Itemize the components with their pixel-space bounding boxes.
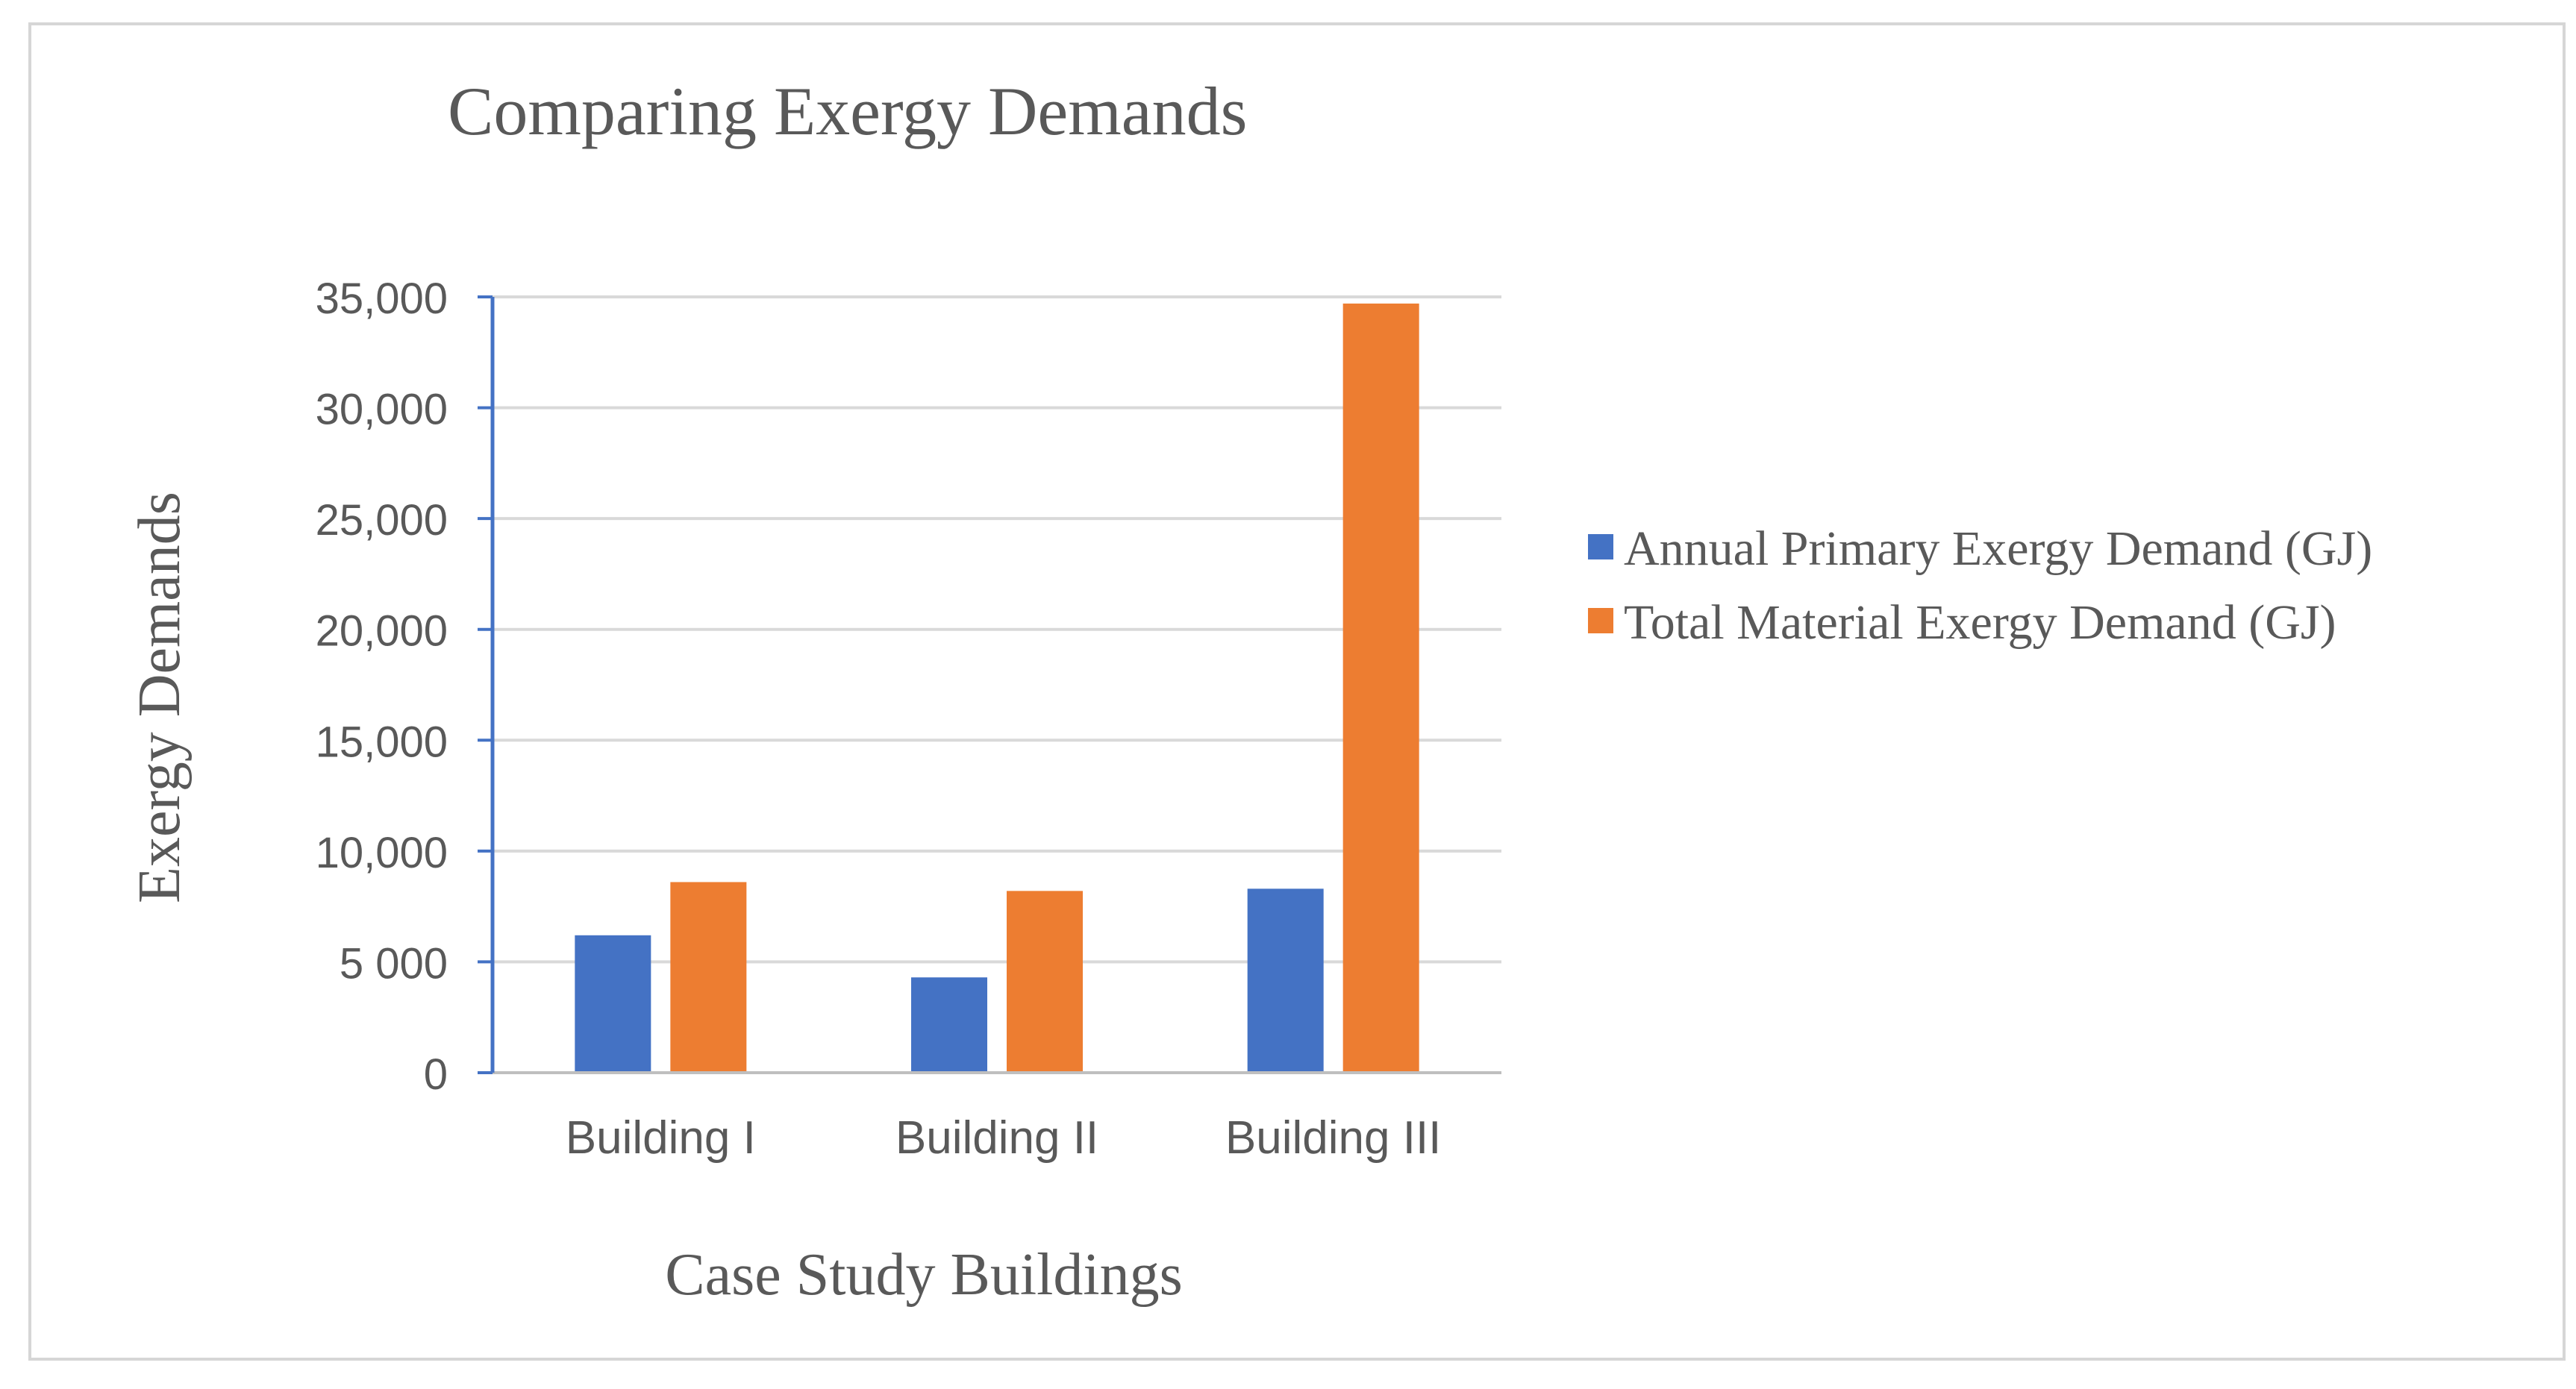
- y-axis-label: Exergy Demands: [127, 492, 193, 903]
- x-tick-label-building-iii: Building III: [1225, 1112, 1442, 1164]
- y-tick-label-25-000: 25,000: [316, 496, 448, 545]
- x-axis-ticks: Building I Building II Building III: [566, 1112, 1442, 1164]
- legend-swatch-annual-primary: [1588, 534, 1613, 559]
- y-tick-label-5-000: 5 000: [340, 939, 448, 988]
- y-tick-label-0: 0: [424, 1050, 448, 1099]
- x-tick-label-building-ii: Building II: [895, 1112, 1098, 1164]
- chart-title: Comparing Exergy Demands: [448, 73, 1247, 149]
- legend-label-total-material: Total Material Exergy Demand (GJ): [1624, 595, 2336, 650]
- bar-building-iii-annual-primary-exergy-demand-gj: [1247, 888, 1324, 1073]
- y-tick-label-20-000: 20,000: [316, 607, 448, 656]
- bar-building-ii-annual-primary-exergy-demand-gj: [911, 977, 987, 1073]
- bars: [575, 303, 1419, 1073]
- y-tick-label-10-000: 10,000: [316, 829, 448, 877]
- bar-building-ii-total-material-exergy-demand-gj: [1007, 891, 1083, 1073]
- y-tick-label-15-000: 15,000: [316, 718, 448, 766]
- legend: Annual Primary Exergy Demand (GJ) Total …: [1588, 521, 2372, 650]
- bar-building-i-annual-primary-exergy-demand-gj: [575, 935, 651, 1073]
- y-tick-label-35-000: 35,000: [316, 275, 448, 323]
- x-tick-label-building-i: Building I: [566, 1112, 756, 1164]
- bar-building-iii-total-material-exergy-demand-gj: [1342, 303, 1419, 1073]
- gridlines: [493, 295, 1501, 964]
- bar-building-i-total-material-exergy-demand-gj: [670, 882, 747, 1073]
- legend-swatch-total-material: [1588, 608, 1613, 633]
- legend-label-annual-primary: Annual Primary Exergy Demand (GJ): [1624, 521, 2372, 576]
- y-tick-label-30-000: 30,000: [316, 386, 448, 434]
- chart-frame: [28, 22, 2566, 1361]
- y-axis-ticks: 0 5 000 10,000 15,000 20,000 25,000 30,000 35,0…: [316, 275, 448, 1099]
- axes: [478, 295, 1501, 1074]
- x-axis-label: Case Study Buildings: [665, 1242, 1182, 1308]
